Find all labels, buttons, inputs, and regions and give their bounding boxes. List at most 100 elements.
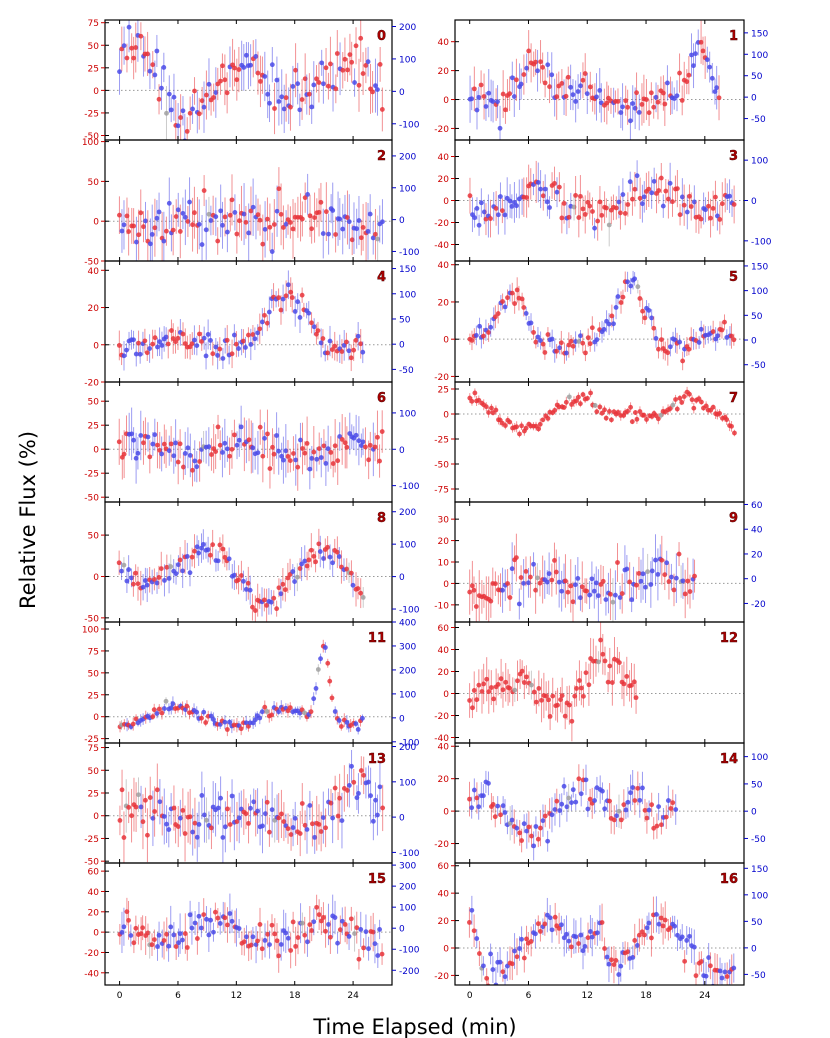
data-point — [345, 67, 350, 73]
data-point — [206, 932, 212, 938]
data-point — [372, 444, 378, 450]
data-point — [211, 95, 217, 100]
data-point — [707, 64, 713, 70]
data-point — [345, 787, 350, 793]
data-point — [302, 932, 308, 938]
data-point — [580, 948, 586, 954]
data-point — [241, 65, 247, 70]
data-point — [635, 284, 641, 290]
data-point — [189, 554, 195, 560]
data-point — [355, 586, 361, 591]
data-point — [234, 231, 240, 237]
data-point — [367, 442, 373, 448]
data-point — [526, 580, 531, 586]
data-point — [292, 579, 298, 584]
data-point — [177, 441, 183, 447]
data-point — [184, 554, 190, 559]
data-point — [295, 81, 301, 87]
data-point — [288, 832, 294, 837]
data-point — [315, 667, 321, 672]
y-tick-label: -50 — [84, 858, 99, 868]
data-point — [340, 67, 346, 73]
data-point — [687, 933, 692, 939]
data-point — [566, 795, 572, 801]
data-point — [687, 589, 693, 594]
data-point — [243, 586, 249, 592]
data-point — [243, 811, 249, 817]
y2-tick-label: 60 — [751, 501, 763, 511]
panel-label: 7 — [729, 391, 738, 406]
data-point — [278, 591, 284, 597]
data-point — [467, 698, 472, 703]
data-point — [603, 415, 609, 421]
data-point — [208, 917, 214, 923]
data-point — [260, 453, 266, 459]
data-point — [645, 569, 651, 575]
data-point — [547, 205, 552, 210]
y-tick-label: 20 — [88, 304, 100, 314]
data-point — [370, 89, 375, 95]
data-point — [509, 75, 515, 81]
data-point — [649, 802, 655, 808]
data-point — [215, 238, 221, 244]
data-point — [150, 815, 156, 821]
data-point — [344, 719, 350, 725]
data-point — [138, 433, 144, 438]
data-point — [215, 353, 221, 358]
panel-2: -50 0 50 100 -100 0 100 200 2 — [82, 138, 420, 267]
data-point — [656, 804, 662, 810]
data-point — [594, 930, 600, 936]
data-point — [335, 458, 341, 464]
data-point — [638, 578, 644, 584]
data-point — [247, 587, 253, 593]
data-point — [346, 934, 352, 939]
data-point — [157, 447, 163, 453]
data-point — [166, 943, 171, 949]
data-point — [311, 82, 317, 88]
data-point — [573, 193, 579, 198]
data-point — [627, 579, 633, 585]
data-point — [542, 350, 548, 355]
data-point — [175, 459, 181, 465]
data-point — [196, 913, 202, 919]
data-points — [117, 893, 385, 973]
y2-tick-label: 0 — [399, 88, 405, 98]
y2-tick-label: 0 — [399, 714, 405, 724]
data-point — [121, 43, 127, 49]
data-point — [545, 416, 551, 421]
data-point — [157, 799, 163, 805]
y-tick-label: 60 — [88, 868, 100, 878]
data-point — [512, 948, 517, 954]
data-point — [292, 815, 298, 821]
data-point — [145, 434, 151, 440]
x-tick-label: 12 — [582, 991, 593, 1001]
data-point — [616, 808, 622, 814]
data-point — [521, 955, 527, 961]
data-point — [578, 595, 583, 601]
data-point — [561, 783, 567, 789]
data-point — [140, 584, 146, 590]
data-point — [582, 212, 588, 217]
data-point — [168, 924, 174, 930]
y-tick-label: 20 — [88, 908, 100, 918]
data-point — [229, 197, 235, 203]
data-point — [202, 812, 207, 818]
data-point — [201, 104, 207, 110]
data-point — [119, 568, 124, 574]
data-point — [189, 925, 195, 931]
data-point — [377, 458, 382, 464]
data-point — [634, 90, 639, 96]
x-axis-label: Time Elapsed (min) — [312, 1015, 516, 1038]
data-point — [332, 915, 338, 920]
data-point — [507, 595, 513, 600]
data-points — [117, 20, 385, 140]
data-point — [629, 682, 634, 688]
y-tick-label: 20 — [438, 298, 450, 308]
data-point — [668, 925, 673, 931]
data-point — [206, 211, 212, 217]
data-point — [209, 825, 214, 831]
data-point — [542, 80, 548, 86]
y2-tick-label: 100 — [399, 541, 416, 551]
data-point — [325, 350, 331, 356]
data-point — [688, 204, 694, 209]
